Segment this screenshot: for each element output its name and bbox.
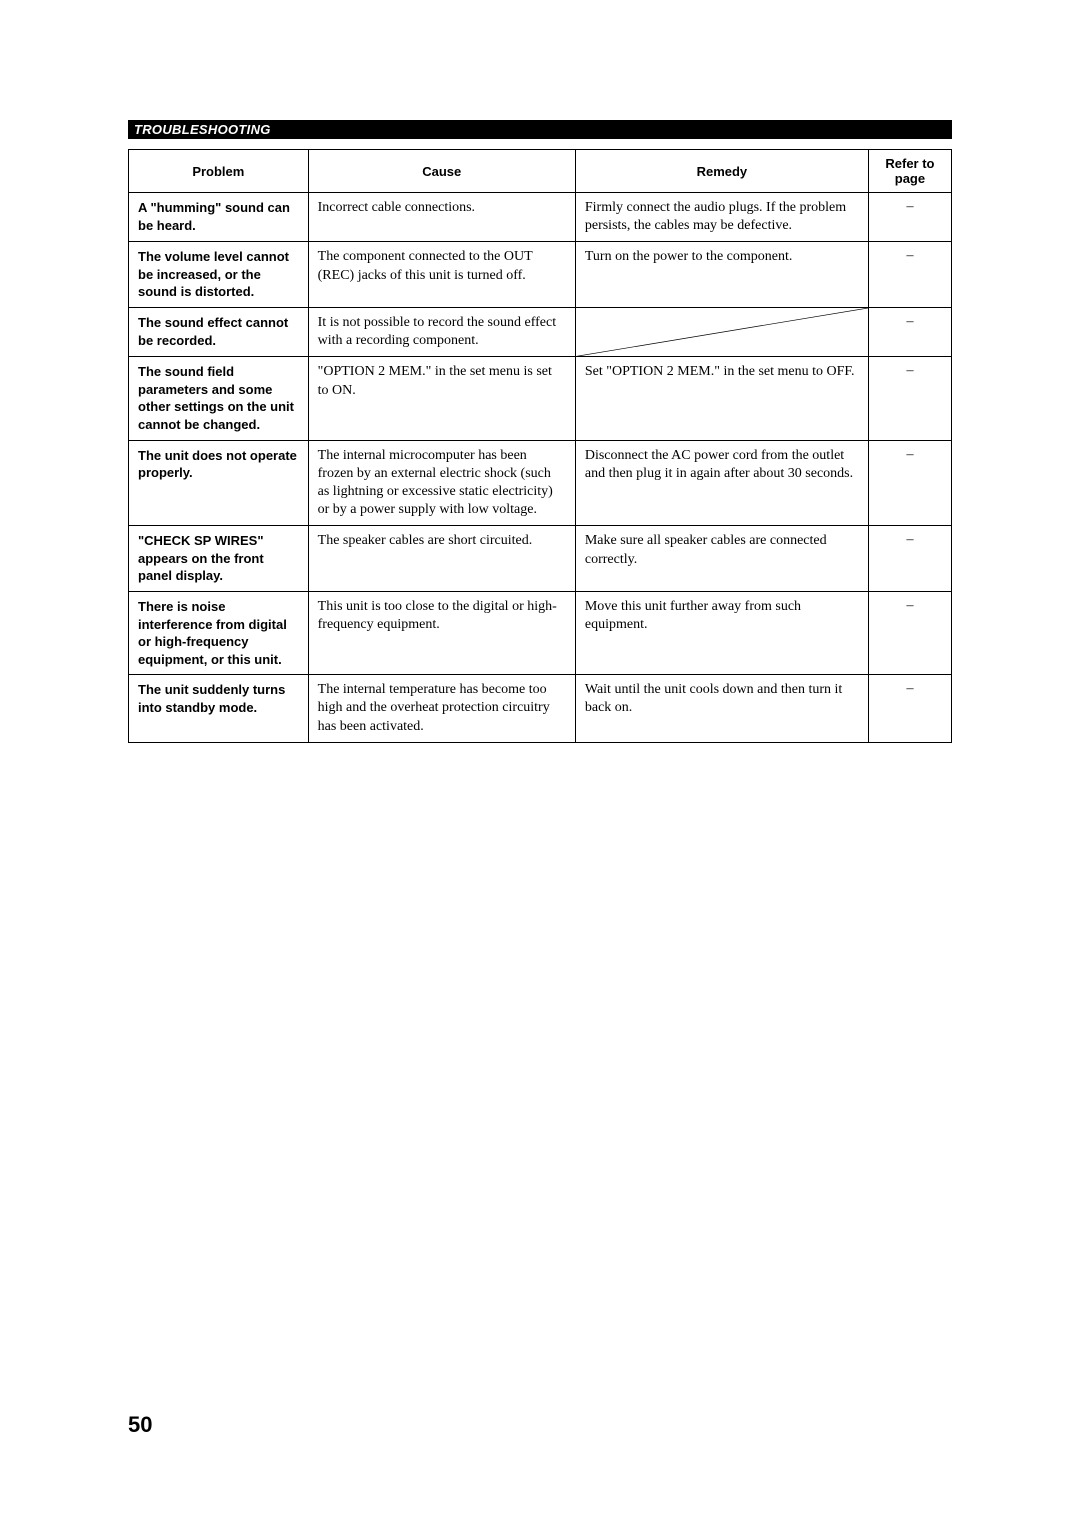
cell-remedy: Wait until the unit cools down and then … bbox=[575, 675, 868, 743]
header-refer: Refer to page bbox=[868, 150, 951, 193]
cell-remedy: Move this unit further away from such eq… bbox=[575, 591, 868, 674]
cell-refer: – bbox=[868, 193, 951, 242]
cell-refer: – bbox=[868, 591, 951, 674]
cell-problem: The unit does not operate properly. bbox=[129, 440, 309, 526]
header-problem: Problem bbox=[129, 150, 309, 193]
cell-refer: – bbox=[868, 526, 951, 592]
cell-problem: The sound field parameters and some othe… bbox=[129, 357, 309, 440]
table-header-row: Problem Cause Remedy Refer to page bbox=[129, 150, 952, 193]
cell-refer: – bbox=[868, 675, 951, 743]
table-row: The unit suddenly turns into standby mod… bbox=[129, 675, 952, 743]
cell-cause: The internal temperature has become too … bbox=[308, 675, 575, 743]
cell-refer: – bbox=[868, 440, 951, 526]
section-header: TROUBLESHOOTING bbox=[128, 120, 952, 139]
cell-cause: The speaker cables are short circuited. bbox=[308, 526, 575, 592]
table-row: The sound field parameters and some othe… bbox=[129, 357, 952, 440]
table-row: The sound effect cannot be recorded. It … bbox=[129, 308, 952, 357]
page-container: TROUBLESHOOTING Problem Cause Remedy Ref… bbox=[0, 0, 1080, 1528]
diagonal-slash-icon bbox=[576, 308, 868, 356]
table-row: The volume level cannot be increased, or… bbox=[129, 242, 952, 308]
cell-remedy: Turn on the power to the component. bbox=[575, 242, 868, 308]
table-row: "CHECK SP WIRES" appears on the front pa… bbox=[129, 526, 952, 592]
cell-remedy-slash bbox=[575, 308, 868, 357]
cell-remedy: Firmly connect the audio plugs. If the p… bbox=[575, 193, 868, 242]
cell-cause: It is not possible to record the sound e… bbox=[308, 308, 575, 357]
cell-cause: This unit is too close to the digital or… bbox=[308, 591, 575, 674]
cell-problem: "CHECK SP WIRES" appears on the front pa… bbox=[129, 526, 309, 592]
header-remedy: Remedy bbox=[575, 150, 868, 193]
cell-refer: – bbox=[868, 242, 951, 308]
table-row: There is noise interference from digital… bbox=[129, 591, 952, 674]
cell-problem: The sound effect cannot be recorded. bbox=[129, 308, 309, 357]
cell-remedy: Set "OPTION 2 MEM." in the set menu to O… bbox=[575, 357, 868, 440]
cell-problem: The volume level cannot be increased, or… bbox=[129, 242, 309, 308]
cell-problem: There is noise interference from digital… bbox=[129, 591, 309, 674]
table-row: The unit does not operate properly. The … bbox=[129, 440, 952, 526]
cell-cause: The internal microcomputer has been froz… bbox=[308, 440, 575, 526]
header-cause: Cause bbox=[308, 150, 575, 193]
cell-cause: Incorrect cable connections. bbox=[308, 193, 575, 242]
cell-refer: – bbox=[868, 308, 951, 357]
cell-problem: A "humming" sound can be heard. bbox=[129, 193, 309, 242]
cell-problem: The unit suddenly turns into standby mod… bbox=[129, 675, 309, 743]
table-row: A "humming" sound can be heard. Incorrec… bbox=[129, 193, 952, 242]
troubleshooting-table: Problem Cause Remedy Refer to page A "hu… bbox=[128, 149, 952, 743]
cell-remedy: Make sure all speaker cables are connect… bbox=[575, 526, 868, 592]
page-number: 50 bbox=[128, 1412, 152, 1438]
cell-cause: The component connected to the OUT (REC)… bbox=[308, 242, 575, 308]
cell-refer: – bbox=[868, 357, 951, 440]
cell-remedy: Disconnect the AC power cord from the ou… bbox=[575, 440, 868, 526]
cell-cause: "OPTION 2 MEM." in the set menu is set t… bbox=[308, 357, 575, 440]
